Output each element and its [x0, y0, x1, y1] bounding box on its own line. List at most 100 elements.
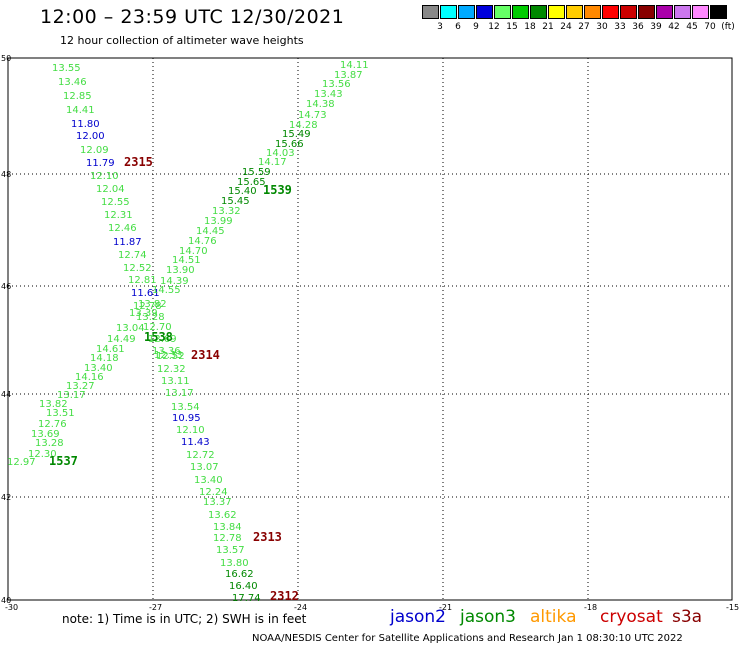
lat-tick-label: 40	[1, 596, 11, 605]
scale-label: 15	[506, 22, 518, 32]
note-text: note: 1) Time is in UTC; 2) SWH is in fe…	[62, 612, 307, 626]
wave-height-label: 13.90	[166, 265, 195, 276]
wave-height-label: 14.73	[298, 110, 327, 121]
wave-height-label: 12.09	[80, 145, 109, 156]
track-time-label: 1539	[263, 183, 292, 197]
map-frame	[7, 57, 733, 601]
wave-height-label: 13.84	[213, 522, 242, 533]
wave-height-label: 15.59	[242, 167, 271, 178]
wave-height-label: 14.49	[107, 334, 136, 345]
wave-height-label: 13.27	[66, 381, 95, 392]
scale-label: 18	[524, 22, 536, 32]
wave-height-label: 12.55	[101, 197, 130, 208]
map-grid	[8, 58, 732, 600]
wave-height-label: 12.10	[176, 425, 205, 436]
scale-swatch	[440, 5, 457, 19]
lon-tick-label: -21	[439, 603, 452, 612]
wave-height-label: 12.33	[154, 350, 183, 361]
scale-swatch	[692, 5, 709, 19]
scale-swatch	[476, 5, 493, 19]
wave-height-label: 14.70	[179, 246, 208, 257]
scale-label: 36	[632, 22, 644, 32]
wave-height-label: 12.46	[108, 223, 137, 234]
map-border	[7, 57, 733, 601]
wave-height-label: 13.82	[39, 399, 68, 410]
wave-height-label: 13.28	[35, 438, 64, 449]
wave-height-label: 13.99	[204, 216, 233, 227]
scale-label: 6	[455, 22, 461, 32]
wave-height-label: 14.45	[196, 226, 225, 237]
lat-tick-label: 50	[1, 54, 11, 63]
wave-height-label: 15.45	[221, 196, 250, 207]
wave-height-label: 14.28	[289, 120, 318, 131]
scale-swatch	[710, 5, 727, 19]
wave-height-label: 13.04	[116, 323, 145, 334]
wave-height-label: 13.62	[208, 510, 237, 521]
scale-swatch	[512, 5, 529, 19]
wave-height-label: 15.65	[237, 177, 266, 188]
wave-height-label: 14.16	[75, 372, 104, 383]
wave-height-label: 14.03	[266, 148, 295, 159]
scale-swatch	[584, 5, 601, 19]
track-time-label: 1537	[49, 454, 78, 468]
scale-label: 70	[704, 22, 716, 32]
lon-tick-label: -30	[5, 603, 18, 612]
wave-height-label: 13.56	[322, 79, 351, 90]
wave-height-label: 12.78	[133, 301, 162, 312]
scale-label: 9	[473, 22, 479, 32]
wave-height-label: 11.43	[181, 437, 210, 448]
scale-swatch	[638, 5, 655, 19]
footer-credit: NOAA/NESDIS Center for Satellite Applica…	[252, 633, 683, 644]
satellite-legend-item: cryosat	[600, 607, 663, 627]
scale-swatch	[620, 5, 637, 19]
wave-height-label: 13.82	[138, 299, 167, 310]
wave-height-label: 12.24	[199, 487, 228, 498]
wave-height-label: 12.31	[104, 210, 133, 221]
wave-height-label: 14.38	[306, 99, 335, 110]
scale-label: 3	[437, 22, 443, 32]
scale-label: 33	[614, 22, 626, 32]
wave-height-label: 15.49	[282, 129, 311, 140]
wave-height-label: 13.39	[129, 308, 158, 319]
wave-height-label: 13.69	[31, 429, 60, 440]
wave-height-label: 13.37	[203, 497, 232, 508]
wave-height-label: 12.00	[76, 131, 105, 142]
wave-height-label: 11.80	[71, 119, 100, 130]
wave-height-label: 11.87	[113, 237, 142, 248]
wave-height-label: 13.07	[190, 462, 219, 473]
wave-height-label: 15.66	[275, 139, 304, 150]
wave-height-label: 14.61	[96, 344, 125, 355]
scale-label: 30	[596, 22, 608, 32]
scale-label: 21	[542, 22, 554, 32]
wave-height-label: 14.51	[172, 255, 201, 266]
scale-swatch	[494, 5, 511, 19]
wave-height-label: 12.70	[143, 322, 172, 333]
wave-height-label: 12.69	[148, 334, 177, 345]
wave-height-label: 12.04	[96, 184, 125, 195]
wave-height-label: 10.95	[172, 413, 201, 424]
wave-height-label: 12.72	[186, 450, 215, 461]
scale-swatch	[530, 5, 547, 19]
scale-label: 42	[668, 22, 680, 32]
wave-height-label: 13.55	[52, 63, 81, 74]
wave-height-label: 13.32	[212, 206, 241, 217]
wave-height-label: 13.51	[46, 408, 75, 419]
wave-height-label: 12.10	[90, 171, 119, 182]
scale-swatch	[422, 5, 439, 19]
axis-ticks: 50 48 46 44 42 40-30 -27 -24 -21 -18 -15	[1, 54, 739, 612]
wave-height-label: 13.28	[136, 312, 165, 323]
wave-height-label: 12.74	[118, 250, 147, 261]
wave-height-label: 14.55	[152, 285, 181, 296]
scale-swatch	[656, 5, 673, 19]
wave-height-label: 14.76	[188, 236, 217, 247]
lat-tick-label: 46	[1, 282, 11, 291]
wave-height-label: 11.79	[86, 158, 115, 169]
track-time-label: 2313	[253, 530, 282, 544]
satellite-legend-item: jason3	[460, 607, 516, 627]
wave-height-label: 14.41	[66, 105, 95, 116]
wave-height-label: 13.54	[171, 402, 200, 413]
lon-tick-label: -18	[584, 603, 597, 612]
wave-height-label: 14.18	[90, 353, 119, 364]
wave-height-label: 13.11	[161, 376, 190, 387]
